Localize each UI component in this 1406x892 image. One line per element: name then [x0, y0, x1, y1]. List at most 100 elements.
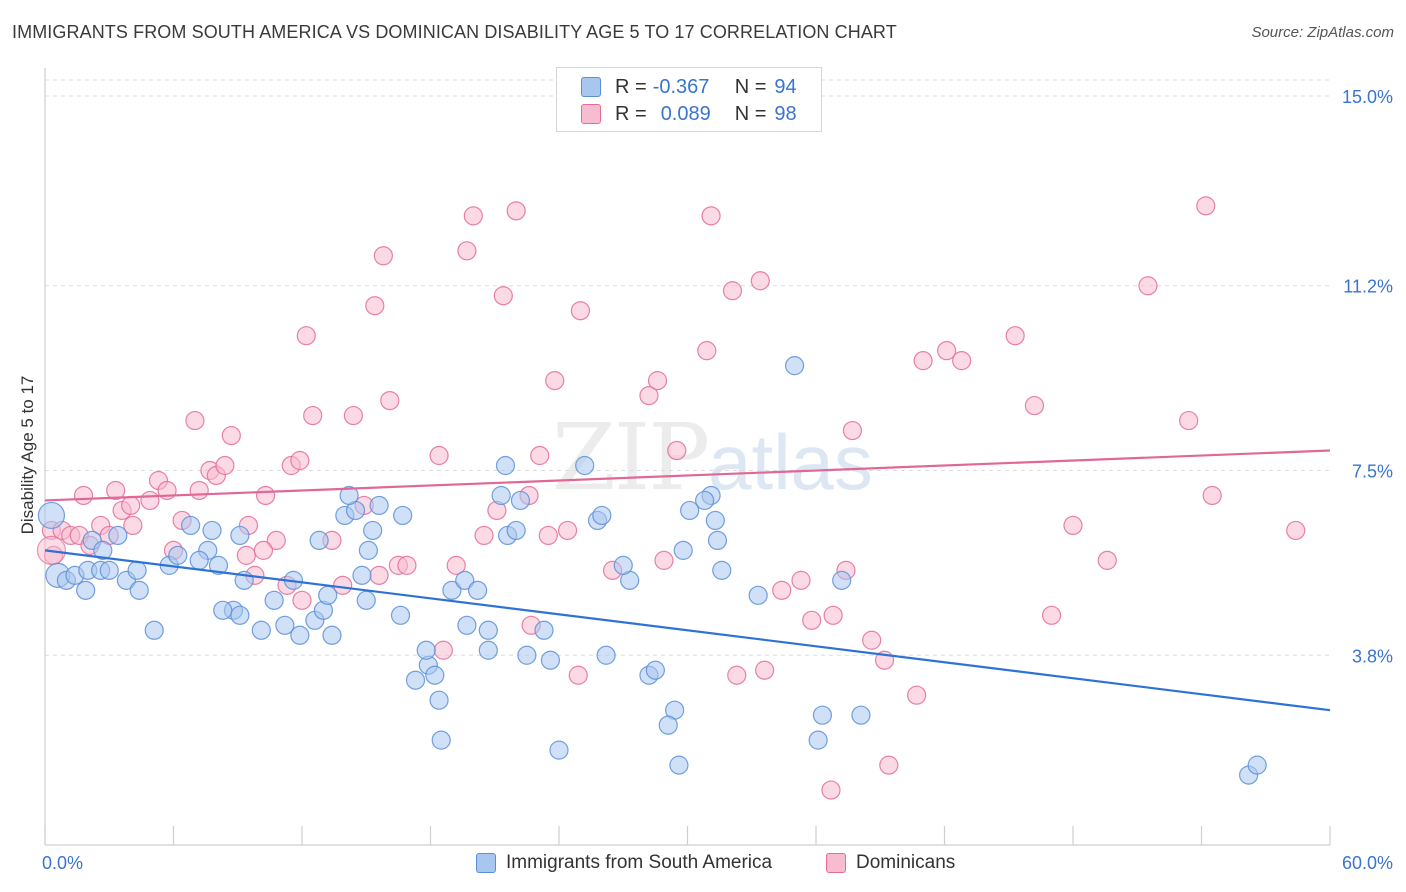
blue-point	[429, 690, 449, 710]
pink-point	[727, 665, 747, 685]
pink-point	[557, 520, 578, 541]
legend-row-south-america: R = -0.367 N = 94	[581, 74, 797, 100]
pink-point	[457, 241, 477, 261]
legend-row-dominicans: R = 0.089 N = 98	[581, 101, 797, 127]
blue-point	[129, 580, 149, 600]
pink-point	[802, 610, 822, 630]
blue-point	[369, 495, 389, 516]
blue-point	[352, 565, 372, 585]
blue-point	[230, 605, 250, 625]
pink-point	[121, 495, 141, 516]
chart-title: IMMIGRANTS FROM SOUTH AMERICA VS DOMINIC…	[12, 22, 897, 42]
legend-n-value: 94	[774, 75, 797, 98]
series-immigrants-south-america	[37, 356, 1267, 785]
blue-point	[168, 545, 188, 565]
pink-point	[123, 515, 143, 536]
pink-point	[429, 445, 449, 466]
pink-point	[290, 450, 310, 471]
trend-line-pink	[44, 449, 1331, 502]
blue-point	[510, 490, 531, 511]
legend-swatch-blue	[581, 77, 601, 97]
blue-point	[431, 730, 451, 750]
blue-point	[695, 490, 715, 511]
blue-point	[76, 580, 96, 600]
pink-point	[791, 570, 811, 590]
pink-point	[73, 485, 94, 506]
pink-point	[701, 206, 721, 226]
pink-point	[221, 425, 241, 446]
blue-point	[468, 580, 488, 600]
pink-point	[821, 780, 841, 800]
blue-point	[318, 585, 338, 605]
blue-point	[363, 520, 383, 541]
blue-point	[592, 505, 612, 526]
legend-n-value: 98	[774, 102, 797, 125]
blue-point	[478, 640, 498, 660]
bottom-legend-dominicans: Dominicans	[826, 852, 955, 874]
bottom-legend-label: Dominicans	[856, 852, 956, 873]
legend-r-value: -0.367	[652, 75, 710, 98]
blue-point	[549, 740, 569, 760]
source-label: Source: ZipAtlas.com	[1251, 24, 1394, 41]
blue-point	[669, 755, 689, 775]
pink-point	[343, 405, 363, 426]
pink-point	[365, 296, 385, 316]
trend-line-blue	[44, 549, 1331, 712]
legend-n-label: N =	[734, 102, 767, 125]
correlation-legend: R = -0.367 N = 94 R = 0.089 N = 98	[556, 67, 822, 132]
blue-point	[517, 645, 537, 665]
pink-point	[907, 685, 927, 705]
pink-point	[1024, 395, 1045, 416]
pink-point	[1063, 515, 1083, 536]
pink-point	[493, 286, 513, 306]
pink-point	[446, 555, 466, 575]
blue-point	[506, 520, 526, 541]
blue-point	[339, 485, 359, 506]
blue-point	[455, 570, 475, 590]
blue-point	[181, 515, 201, 536]
pink-point	[236, 545, 256, 565]
blue-point	[356, 590, 376, 610]
bottom-legend-label: Immigrants from South America	[506, 852, 773, 873]
blue-point	[495, 455, 516, 476]
tick-labels: 3.8% 7.5% 11.2% 15.0% 0.0% 60.0% Disability Ag…	[18, 87, 1393, 873]
pink-point	[140, 490, 160, 511]
blue-point	[189, 550, 209, 570]
blue-point	[645, 660, 665, 680]
pink-point	[1179, 410, 1199, 431]
pink-point	[697, 341, 717, 361]
pink-point	[772, 580, 792, 600]
pink-point	[255, 485, 276, 506]
bottom-legend-south-america: Immigrants from South America	[476, 852, 772, 874]
blue-point	[322, 625, 342, 645]
pink-point	[545, 371, 565, 391]
blue-point	[251, 620, 271, 640]
y-tick-label: 3.8%	[1352, 646, 1393, 666]
pink-point	[952, 351, 972, 371]
pink-point	[913, 351, 933, 371]
pink-point	[862, 630, 882, 650]
pink-point	[667, 440, 687, 461]
blue-point	[658, 715, 678, 735]
blue-point	[442, 580, 462, 600]
blue-point	[390, 605, 411, 625]
pink-point	[1202, 485, 1222, 506]
blue-point	[596, 645, 616, 665]
pink-point	[538, 525, 558, 546]
blue-point	[127, 560, 147, 580]
blue-point	[393, 505, 413, 526]
pink-point	[1097, 550, 1117, 570]
trend-lines	[44, 449, 1331, 712]
pink-point	[266, 530, 286, 551]
blue-point	[748, 585, 768, 605]
pink-point	[823, 605, 843, 625]
blue-point	[575, 455, 595, 476]
gridlines	[45, 79, 1330, 656]
pink-point	[380, 390, 400, 411]
blue-point	[808, 730, 828, 750]
blue-point	[673, 540, 693, 560]
pink-point	[879, 755, 899, 775]
pink-point	[568, 665, 588, 685]
pink-point	[303, 405, 323, 426]
